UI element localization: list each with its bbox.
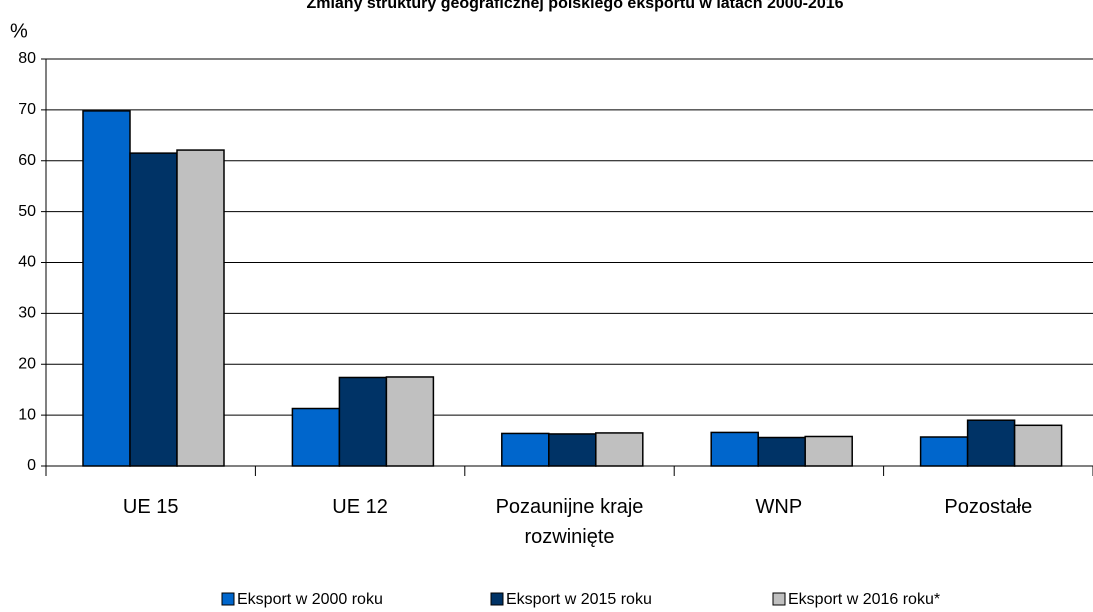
bar [1013, 424, 1063, 467]
y-axis-label: % [10, 20, 28, 42]
legend-swatch [772, 592, 786, 606]
legend-label: Eksport w 2016 roku* [788, 591, 940, 608]
x-tick-label: UE 15 [122, 496, 179, 518]
x-tick-label: Pozostałe [944, 496, 1033, 518]
bar [548, 433, 597, 467]
bar [501, 432, 550, 467]
bar [710, 431, 759, 467]
y-tick-label: 70 [18, 101, 36, 118]
y-tick-label: 40 [18, 254, 36, 271]
bar [919, 436, 969, 467]
x-tick-label: WNP [755, 496, 803, 518]
x-tick-label: Pozaunijne kraje rozwinięte [495, 496, 644, 548]
legend-swatch [221, 592, 235, 606]
y-tick-label: 80 [18, 50, 36, 67]
legend-label: Eksport w 2000 roku [237, 591, 383, 608]
chart-title: Zmiany struktury geograficznej polskiego… [306, 0, 843, 12]
bar [804, 435, 853, 467]
y-tick-label: 0 [27, 457, 36, 474]
bar [385, 376, 435, 467]
y-tick-label: 60 [18, 152, 36, 169]
y-tick-label: 50 [18, 203, 36, 220]
bar [757, 436, 806, 467]
y-tick-label: 10 [18, 406, 36, 423]
bar [595, 432, 644, 467]
y-tick-label: 20 [18, 355, 36, 372]
legend-label: Eksport w 2015 roku [506, 591, 652, 608]
legend-swatch [490, 592, 504, 606]
y-tick-label: 30 [18, 305, 36, 322]
bar [338, 376, 388, 467]
bar [966, 419, 1016, 467]
bar [291, 407, 341, 467]
bar [176, 149, 225, 467]
bar [129, 152, 178, 467]
x-tick-label: UE 12 [332, 496, 388, 518]
bar [82, 110, 131, 467]
